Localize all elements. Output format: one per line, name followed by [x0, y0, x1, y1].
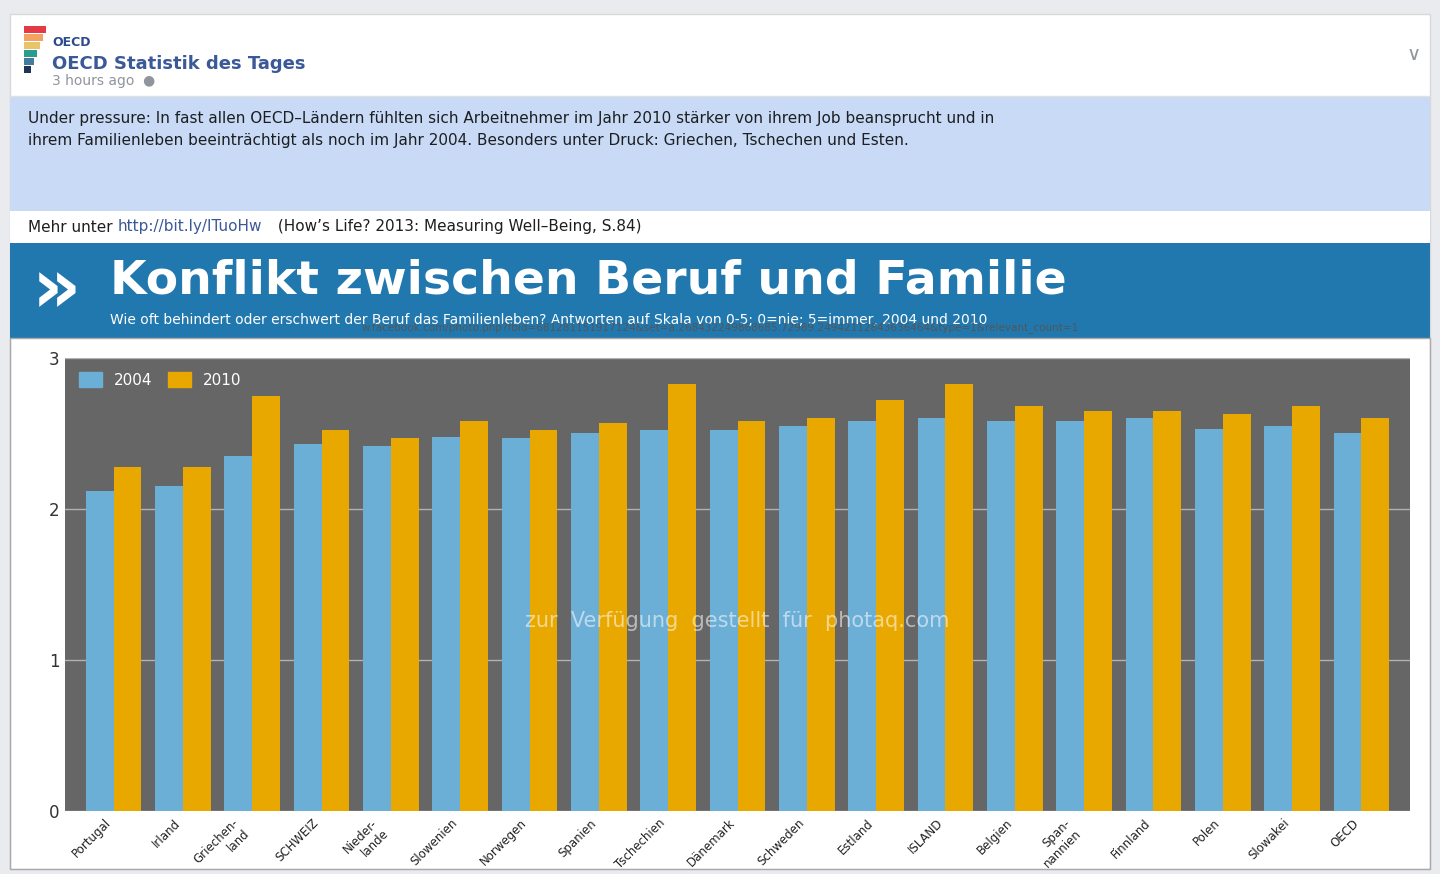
Bar — [1126, 419, 1153, 811]
Bar — [1057, 421, 1084, 811]
Text: ∨: ∨ — [1407, 45, 1421, 64]
Bar — [501, 438, 530, 811]
Text: OECD Statistik des Tages: OECD Statistik des Tages — [52, 55, 305, 73]
Bar — [10, 96, 1430, 211]
Bar — [917, 419, 946, 811]
Bar — [86, 491, 114, 811]
Text: Mehr unter: Mehr unter — [27, 219, 118, 234]
Bar — [10, 338, 1430, 869]
Bar — [1195, 429, 1223, 811]
Text: OECD: OECD — [52, 36, 91, 48]
Bar — [24, 34, 43, 41]
Text: ihrem Familienleben beeinträchtigt als noch im Jahr 2004. Besonders unter Druck:: ihrem Familienleben beeinträchtigt als n… — [27, 133, 909, 148]
Bar — [530, 431, 557, 811]
Bar — [10, 211, 1430, 243]
Text: http://bit.ly/ITuoHw: http://bit.ly/ITuoHw — [118, 219, 262, 234]
Text: Wie oft behindert oder erschwert der Beruf das Familienleben? Antworten auf Skal: Wie oft behindert oder erschwert der Ber… — [109, 313, 988, 327]
Bar — [24, 50, 37, 57]
Bar — [432, 436, 461, 811]
Bar — [1292, 406, 1320, 811]
Bar — [946, 384, 973, 811]
Bar — [1153, 411, 1181, 811]
Bar — [24, 42, 40, 49]
Bar — [363, 446, 390, 811]
Bar — [848, 421, 876, 811]
Bar — [294, 444, 321, 811]
Bar — [461, 421, 488, 811]
Bar — [225, 456, 252, 811]
Bar — [1223, 414, 1250, 811]
Bar — [156, 486, 183, 811]
Bar — [390, 438, 419, 811]
Text: w.facebook.com/photo.php?fbid=681281151917124&set=a.268432249868685.72989.249421: w.facebook.com/photo.php?fbid=6812811519… — [361, 323, 1079, 333]
Bar — [1361, 419, 1390, 811]
Bar — [599, 423, 626, 811]
Bar — [1015, 406, 1043, 811]
Text: Under pressure: In fast allen OECD–Ländern fühlten sich Arbeitnehmer im Jahr 201: Under pressure: In fast allen OECD–Lände… — [27, 110, 994, 126]
Bar — [321, 431, 350, 811]
Bar — [10, 243, 1430, 338]
Bar — [572, 434, 599, 811]
Bar — [1084, 411, 1112, 811]
Bar — [252, 396, 279, 811]
Bar — [876, 400, 904, 811]
Bar — [1264, 426, 1292, 811]
Bar — [737, 421, 765, 811]
Bar — [114, 467, 141, 811]
Bar — [24, 26, 46, 33]
Bar — [710, 431, 737, 811]
Bar — [668, 384, 696, 811]
Bar — [641, 431, 668, 811]
Legend: 2004, 2010: 2004, 2010 — [72, 365, 248, 394]
Bar — [183, 467, 210, 811]
Bar — [806, 419, 835, 811]
Bar — [1333, 434, 1361, 811]
Text: 3 hours ago  ●: 3 hours ago ● — [52, 74, 156, 88]
Text: (How’s Life? 2013: Measuring Well–Being, S.84): (How’s Life? 2013: Measuring Well–Being,… — [274, 219, 641, 234]
Text: »: » — [32, 254, 82, 328]
Text: Konflikt zwischen Beruf und Familie: Konflikt zwischen Beruf und Familie — [109, 259, 1067, 303]
Text: zur  Verfügung  gestellt  für  photaq.com: zur Verfügung gestellt für photaq.com — [526, 611, 950, 631]
Bar — [24, 66, 32, 73]
Bar — [24, 58, 35, 65]
Bar — [986, 421, 1015, 811]
Bar — [779, 426, 806, 811]
